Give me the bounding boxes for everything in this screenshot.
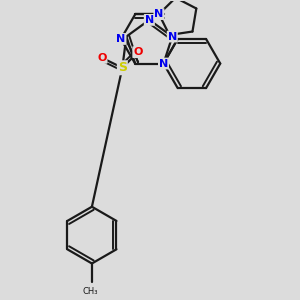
Text: S: S <box>118 61 127 74</box>
Text: N: N <box>159 58 168 68</box>
Text: N: N <box>168 32 177 42</box>
Text: N: N <box>116 34 126 44</box>
Text: N: N <box>154 9 164 19</box>
Text: N: N <box>145 15 154 25</box>
Text: O: O <box>133 47 142 57</box>
Text: CH₃: CH₃ <box>83 287 98 296</box>
Text: O: O <box>97 53 106 63</box>
